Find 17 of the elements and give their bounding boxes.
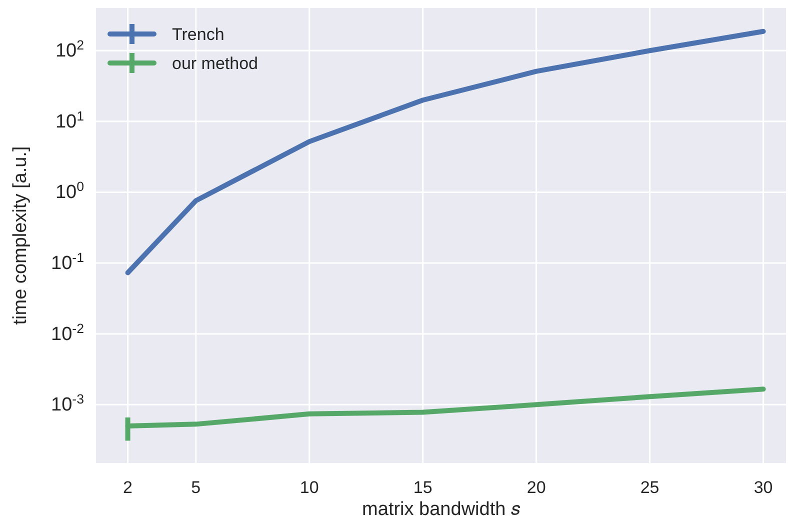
y-tick-label: 10$^{-2}$ [51,320,84,345]
x-tick-label: 15 [413,478,432,497]
y-tick-label: 10$^{-1}$ [51,250,84,274]
y-tick-label: 10$^{1}$ [55,108,84,132]
y-axis-title: time complexity [a.u.] [10,146,31,325]
x-axis-title: matrix bandwidth 𝑠 [362,499,520,520]
x-tick-label: 25 [640,478,660,497]
y-tick-label: 10$^{-3}$ [51,391,84,416]
x-tick-label: 2 [123,478,133,497]
y-tick-label: 10$^{2}$ [55,37,84,62]
x-tick-label: 30 [754,478,773,497]
x-tick-label: 20 [526,478,546,497]
x-tick-label: 5 [191,478,201,497]
x-tick-label: 10 [300,478,319,497]
legend-label: our method [172,54,258,73]
y-tick-label: 10$^{0}$ [55,178,84,204]
legend-label: Trench [172,25,224,44]
